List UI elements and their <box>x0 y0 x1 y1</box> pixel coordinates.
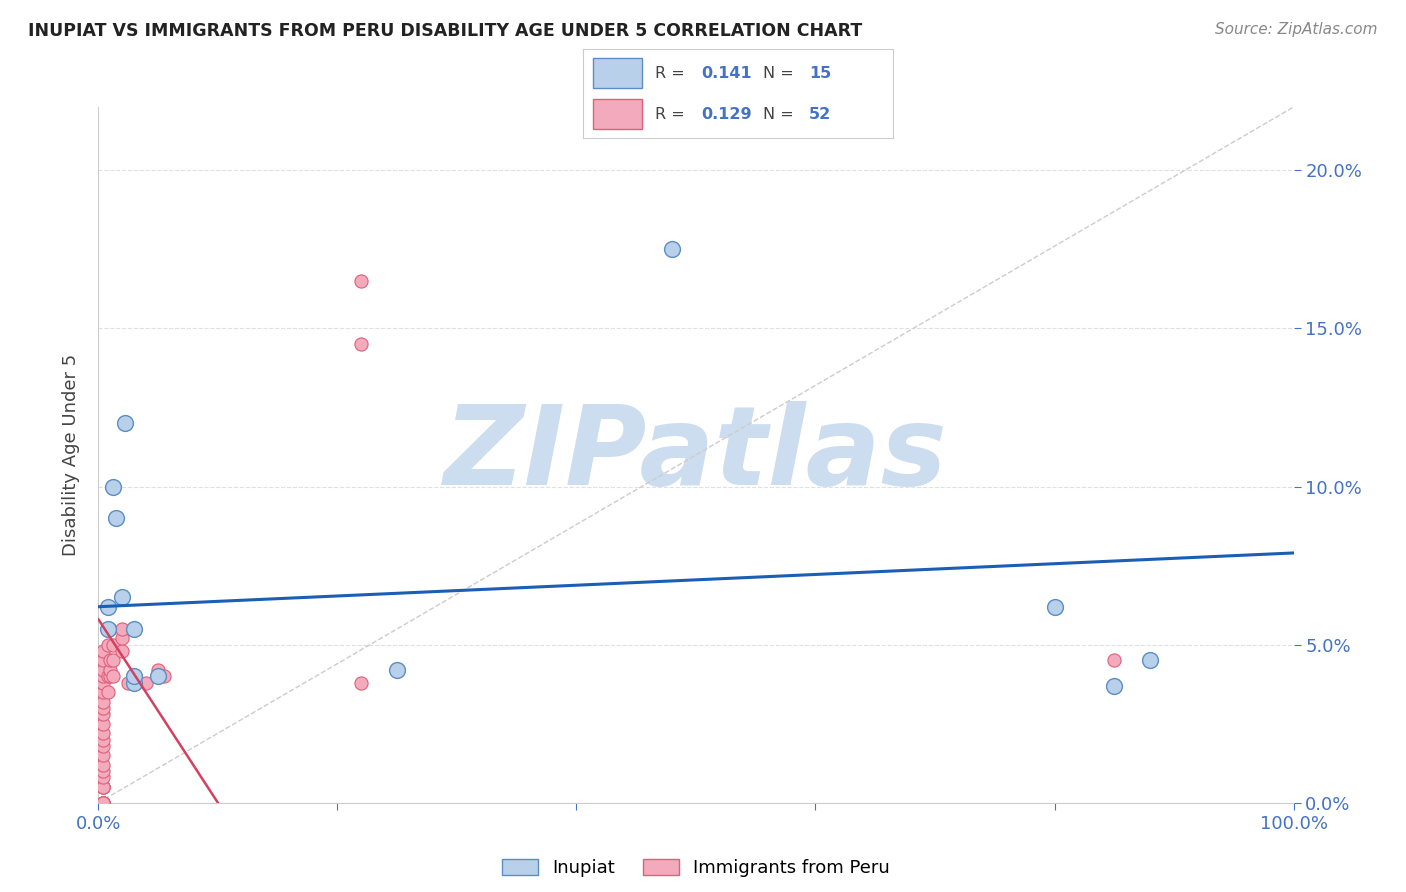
Inupiat <box>1139 653 1161 667</box>
Immigrants from Peru <box>91 780 114 794</box>
Inupiat <box>111 591 134 605</box>
Inupiat <box>114 417 136 431</box>
Immigrants from Peru <box>350 274 373 288</box>
Immigrants from Peru <box>91 726 114 740</box>
Inupiat <box>1043 599 1066 614</box>
Text: 52: 52 <box>810 107 831 121</box>
Inupiat <box>385 663 409 677</box>
Immigrants from Peru <box>91 685 114 699</box>
Immigrants from Peru <box>91 675 114 690</box>
Inupiat <box>105 511 128 525</box>
Text: 15: 15 <box>810 66 831 80</box>
Immigrants from Peru <box>98 622 122 636</box>
Immigrants from Peru <box>91 716 114 731</box>
Immigrants from Peru <box>91 796 114 810</box>
Immigrants from Peru <box>111 644 134 658</box>
Inupiat <box>101 479 124 493</box>
Immigrants from Peru <box>91 780 114 794</box>
Immigrants from Peru <box>91 644 114 658</box>
Immigrants from Peru <box>1102 653 1125 667</box>
Immigrants from Peru <box>91 780 114 794</box>
Immigrants from Peru <box>91 796 114 810</box>
Text: N =: N = <box>763 107 799 121</box>
Immigrants from Peru <box>91 764 114 779</box>
Immigrants from Peru <box>111 632 134 646</box>
Text: R =: R = <box>655 107 689 121</box>
Immigrants from Peru <box>101 653 124 667</box>
Immigrants from Peru <box>350 337 373 351</box>
Inupiat <box>148 669 170 683</box>
Immigrants from Peru <box>91 748 114 763</box>
Immigrants from Peru <box>91 796 114 810</box>
Inupiat <box>1102 679 1125 693</box>
Immigrants from Peru <box>91 663 114 677</box>
Immigrants from Peru <box>91 771 114 785</box>
FancyBboxPatch shape <box>593 58 643 88</box>
Immigrants from Peru <box>91 739 114 753</box>
Immigrants from Peru <box>101 669 124 683</box>
Immigrants from Peru <box>91 732 114 747</box>
Immigrants from Peru <box>98 669 122 683</box>
Text: R =: R = <box>655 66 689 80</box>
FancyBboxPatch shape <box>593 99 643 129</box>
Immigrants from Peru <box>97 638 120 652</box>
Text: ZIPatlas: ZIPatlas <box>444 401 948 508</box>
Immigrants from Peru <box>98 663 122 677</box>
Inupiat <box>124 669 146 683</box>
Inupiat <box>97 622 120 636</box>
Immigrants from Peru <box>91 796 114 810</box>
Immigrants from Peru <box>97 685 120 699</box>
Text: 0.141: 0.141 <box>702 66 752 80</box>
Immigrants from Peru <box>153 669 176 683</box>
Immigrants from Peru <box>91 669 114 683</box>
Immigrants from Peru <box>97 669 120 683</box>
Text: INUPIAT VS IMMIGRANTS FROM PERU DISABILITY AGE UNDER 5 CORRELATION CHART: INUPIAT VS IMMIGRANTS FROM PERU DISABILI… <box>28 22 862 40</box>
Immigrants from Peru <box>98 653 122 667</box>
Immigrants from Peru <box>91 701 114 715</box>
Immigrants from Peru <box>91 780 114 794</box>
Immigrants from Peru <box>117 675 139 690</box>
Immigrants from Peru <box>91 796 114 810</box>
Text: N =: N = <box>763 66 799 80</box>
Immigrants from Peru <box>91 757 114 772</box>
Immigrants from Peru <box>91 796 114 810</box>
Inupiat <box>661 243 683 257</box>
Text: 0.129: 0.129 <box>702 107 752 121</box>
Immigrants from Peru <box>91 796 114 810</box>
Immigrants from Peru <box>111 622 134 636</box>
Legend: Inupiat, Immigrants from Peru: Inupiat, Immigrants from Peru <box>495 852 897 884</box>
Immigrants from Peru <box>91 796 114 810</box>
Y-axis label: Disability Age Under 5: Disability Age Under 5 <box>62 354 80 556</box>
Immigrants from Peru <box>91 707 114 722</box>
Immigrants from Peru <box>91 653 114 667</box>
Immigrants from Peru <box>91 695 114 709</box>
Immigrants from Peru <box>350 675 373 690</box>
Inupiat <box>97 599 120 614</box>
Inupiat <box>124 622 146 636</box>
Immigrants from Peru <box>101 638 124 652</box>
Immigrants from Peru <box>91 796 114 810</box>
Text: Source: ZipAtlas.com: Source: ZipAtlas.com <box>1215 22 1378 37</box>
Immigrants from Peru <box>148 663 170 677</box>
Immigrants from Peru <box>124 669 146 683</box>
Inupiat <box>124 675 146 690</box>
Immigrants from Peru <box>135 675 157 690</box>
